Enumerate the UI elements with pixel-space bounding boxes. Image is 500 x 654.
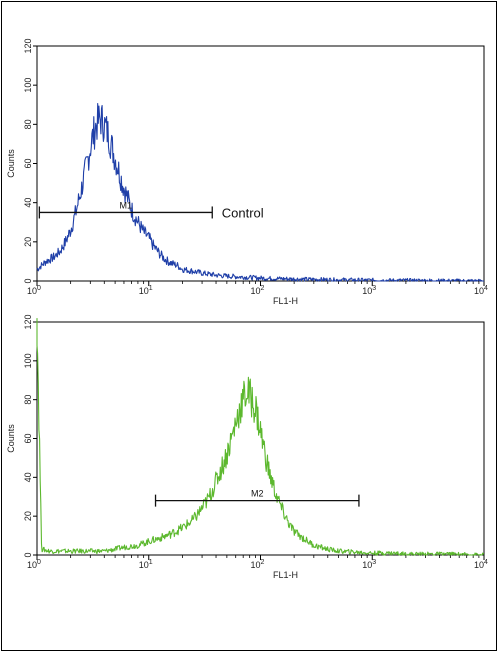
- x-tick-label: 100: [27, 559, 41, 570]
- control-label: Control: [222, 205, 264, 220]
- y-axis-label: Counts: [6, 424, 16, 453]
- x-tick-label: 103: [362, 285, 376, 296]
- y-tick-label: 100: [23, 78, 33, 93]
- y-tick-label: 80: [23, 119, 33, 129]
- plot-area-frame: [36, 321, 485, 556]
- y-tick-label: 80: [23, 395, 33, 405]
- x-tick-label: 101: [139, 285, 153, 296]
- y-tick-label: 0: [23, 278, 33, 283]
- histogram-panel-1: 0 20 40 60 80 100 120 100 101 102 103 104 FL1-H Count…: [6, 38, 488, 306]
- y-axis-label: Counts: [6, 149, 16, 178]
- y-tick-label: 120: [23, 314, 33, 329]
- y-tick-label: 40: [23, 198, 33, 208]
- gate-label: M2: [251, 489, 264, 499]
- x-axis-label: FL1-H: [273, 296, 298, 306]
- histogram-series-line: [36, 318, 485, 556]
- y-tick-label: 60: [23, 433, 33, 443]
- x-tick-label: 104: [474, 559, 488, 570]
- y-tick-label: 120: [23, 38, 33, 53]
- x-axis-label: FL1-H: [273, 570, 298, 580]
- y-tick-label: 100: [23, 353, 33, 368]
- y-tick-label: 60: [23, 158, 33, 168]
- y-tick-label: 40: [23, 472, 33, 482]
- y-tick-label: 20: [23, 237, 33, 247]
- x-tick-label: 100: [27, 285, 41, 296]
- plot-area-frame: [36, 45, 485, 282]
- y-tick-label: 20: [23, 511, 33, 521]
- x-tick-label: 102: [251, 285, 265, 296]
- x-tick-label: 101: [139, 559, 153, 570]
- gate-label: M1: [120, 200, 133, 210]
- y-tick-label: 0: [23, 552, 33, 557]
- x-tick-label: 104: [474, 285, 488, 296]
- x-tick-label: 103: [362, 559, 376, 570]
- x-tick-label: 102: [251, 559, 265, 570]
- histogram-series-line: [36, 102, 484, 282]
- histogram-panel-2: 0 20 40 60 80 100 120 100 101 102 103 104 FL1-H Count…: [6, 314, 488, 580]
